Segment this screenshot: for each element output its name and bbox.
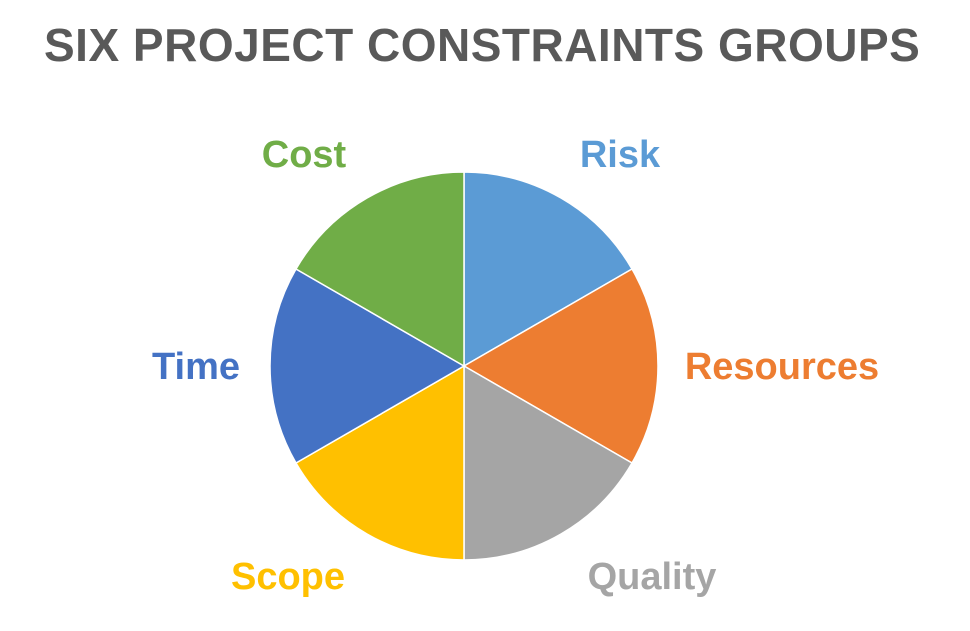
chart-title: SIX PROJECT CONSTRAINTS GROUPS	[44, 19, 921, 71]
pie-slice-quality	[463, 364, 634, 561]
pie-slice-cost	[294, 171, 465, 368]
slice-label-risk: Risk	[580, 134, 661, 176]
slice-label-time: Time	[152, 346, 240, 388]
pie-slice-risk	[463, 171, 634, 368]
slice-label-resources: Resources	[685, 346, 879, 388]
pie-slice-time	[269, 267, 466, 465]
pie-slice-scope	[294, 364, 465, 561]
slice-label-cost: Cost	[262, 134, 347, 176]
pie-labels: Risk Resources Quality Scope Time Cost	[152, 134, 879, 598]
slice-label-quality: Quality	[588, 556, 717, 598]
pie-slice-resources	[462, 267, 659, 465]
slice-label-scope: Scope	[231, 556, 345, 598]
pie-slices	[269, 171, 659, 561]
